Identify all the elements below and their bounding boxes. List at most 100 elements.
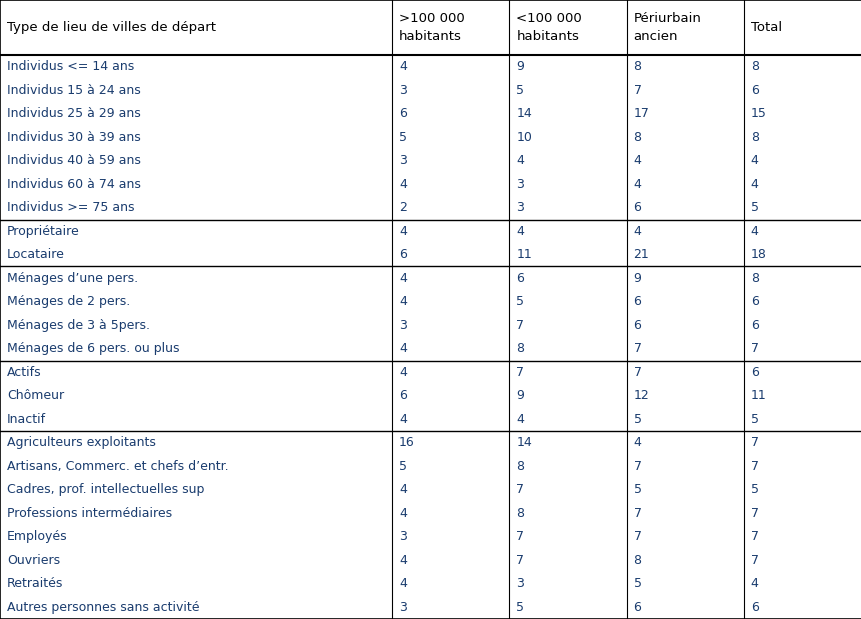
- Text: 3: 3: [516, 201, 523, 214]
- Text: 5: 5: [633, 578, 641, 591]
- Text: 5: 5: [633, 483, 641, 496]
- Text: 4: 4: [399, 554, 406, 567]
- Text: 6: 6: [399, 107, 406, 120]
- Text: 3: 3: [516, 178, 523, 191]
- Text: 5: 5: [399, 460, 406, 473]
- Text: Professions intermédiaires: Professions intermédiaires: [7, 507, 172, 520]
- Text: 4: 4: [516, 413, 523, 426]
- Text: 4: 4: [750, 154, 758, 167]
- Text: 6: 6: [750, 295, 758, 308]
- Text: 4: 4: [399, 507, 406, 520]
- Text: 4: 4: [633, 436, 641, 449]
- Text: 3: 3: [399, 84, 406, 97]
- Text: 7: 7: [750, 436, 758, 449]
- Text: 14: 14: [516, 107, 531, 120]
- Text: <100 000
habitants: <100 000 habitants: [516, 12, 581, 43]
- Text: 12: 12: [633, 389, 648, 402]
- Text: 3: 3: [399, 154, 406, 167]
- Text: 4: 4: [399, 483, 406, 496]
- Text: 5: 5: [633, 413, 641, 426]
- Text: Type de lieu de villes de départ: Type de lieu de villes de départ: [7, 21, 215, 34]
- Text: 4: 4: [399, 578, 406, 591]
- Text: 4: 4: [399, 272, 406, 285]
- Text: Individus 25 à 29 ans: Individus 25 à 29 ans: [7, 107, 140, 120]
- Text: >100 000
habitants: >100 000 habitants: [399, 12, 464, 43]
- Text: Individus 60 à 74 ans: Individus 60 à 74 ans: [7, 178, 140, 191]
- Text: 6: 6: [633, 601, 641, 614]
- Text: Locataire: Locataire: [7, 248, 65, 261]
- Text: 6: 6: [750, 601, 758, 614]
- Text: 7: 7: [750, 530, 758, 543]
- Text: Employés: Employés: [7, 530, 67, 543]
- Text: 4: 4: [399, 60, 406, 73]
- Text: 6: 6: [516, 272, 523, 285]
- Text: 4: 4: [399, 366, 406, 379]
- Text: Individus 30 à 39 ans: Individus 30 à 39 ans: [7, 131, 140, 144]
- Text: 8: 8: [633, 554, 641, 567]
- Text: 7: 7: [516, 554, 523, 567]
- Text: 4: 4: [633, 154, 641, 167]
- Text: 3: 3: [516, 578, 523, 591]
- Text: Total: Total: [750, 21, 781, 34]
- Text: 3: 3: [399, 601, 406, 614]
- Text: 4: 4: [516, 154, 523, 167]
- Text: Individus 40 à 59 ans: Individus 40 à 59 ans: [7, 154, 140, 167]
- Text: 8: 8: [516, 342, 523, 355]
- Text: 14: 14: [516, 436, 531, 449]
- Text: Propriétaire: Propriétaire: [7, 225, 79, 238]
- Text: Ménages de 3 à 5pers.: Ménages de 3 à 5pers.: [7, 319, 150, 332]
- Text: 7: 7: [750, 460, 758, 473]
- Text: 10: 10: [516, 131, 531, 144]
- Text: 5: 5: [516, 601, 523, 614]
- Text: 6: 6: [399, 248, 406, 261]
- Text: 6: 6: [399, 389, 406, 402]
- Text: 5: 5: [750, 483, 758, 496]
- Text: 6: 6: [750, 319, 758, 332]
- Text: 8: 8: [750, 60, 758, 73]
- Text: 4: 4: [399, 413, 406, 426]
- Text: 4: 4: [399, 178, 406, 191]
- Text: 4: 4: [750, 225, 758, 238]
- Text: Ménages de 6 pers. ou plus: Ménages de 6 pers. ou plus: [7, 342, 179, 355]
- Text: 4: 4: [633, 178, 641, 191]
- Text: 5: 5: [750, 201, 758, 214]
- Text: 4: 4: [399, 295, 406, 308]
- Text: 2: 2: [399, 201, 406, 214]
- Text: 6: 6: [633, 319, 641, 332]
- Text: 7: 7: [633, 460, 641, 473]
- Text: Ménages d’une pers.: Ménages d’une pers.: [7, 272, 138, 285]
- Text: 6: 6: [750, 84, 758, 97]
- Text: Actifs: Actifs: [7, 366, 41, 379]
- Text: 8: 8: [750, 131, 758, 144]
- Text: 6: 6: [633, 201, 641, 214]
- Text: 8: 8: [516, 460, 523, 473]
- Text: 21: 21: [633, 248, 648, 261]
- Text: 7: 7: [750, 342, 758, 355]
- Text: 7: 7: [516, 530, 523, 543]
- Text: Autres personnes sans activité: Autres personnes sans activité: [7, 601, 199, 614]
- Text: 8: 8: [633, 60, 641, 73]
- Text: 9: 9: [633, 272, 641, 285]
- Text: 7: 7: [516, 366, 523, 379]
- Text: Ouvriers: Ouvriers: [7, 554, 60, 567]
- Text: 11: 11: [750, 389, 765, 402]
- Text: Périurbain
ancien: Périurbain ancien: [633, 12, 701, 43]
- Text: Agriculteurs exploitants: Agriculteurs exploitants: [7, 436, 156, 449]
- Text: Individus 15 à 24 ans: Individus 15 à 24 ans: [7, 84, 140, 97]
- Text: 5: 5: [399, 131, 406, 144]
- Text: 3: 3: [399, 530, 406, 543]
- Text: Retraités: Retraités: [7, 578, 63, 591]
- Text: 6: 6: [633, 295, 641, 308]
- Text: 16: 16: [399, 436, 414, 449]
- Text: 15: 15: [750, 107, 765, 120]
- Text: 4: 4: [750, 578, 758, 591]
- Text: Individus <= 14 ans: Individus <= 14 ans: [7, 60, 134, 73]
- Text: 4: 4: [516, 225, 523, 238]
- Text: 7: 7: [516, 483, 523, 496]
- Text: 9: 9: [516, 60, 523, 73]
- Text: 7: 7: [633, 342, 641, 355]
- Text: 7: 7: [633, 84, 641, 97]
- Text: 8: 8: [633, 131, 641, 144]
- Text: 7: 7: [633, 507, 641, 520]
- Text: Cadres, prof. intellectuelles sup: Cadres, prof. intellectuelles sup: [7, 483, 204, 496]
